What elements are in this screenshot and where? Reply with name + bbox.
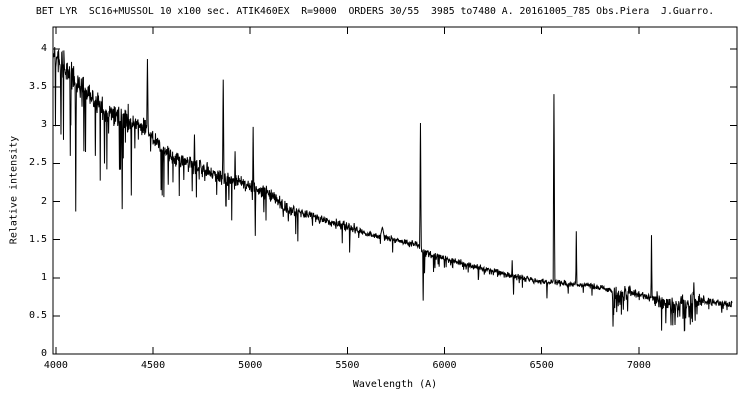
plot-title: BET LYR SC16+MUSSOL 10 x100 sec. ATIK460…: [35, 6, 715, 17]
y-tick-label: 1: [40, 271, 47, 283]
x-tick-label: 5500: [335, 360, 360, 371]
y-tick-label: 4: [40, 43, 47, 55]
y-tick-label: 0: [40, 348, 47, 359]
y-tick-label: 2: [40, 195, 47, 207]
x-tick-label: 7000: [626, 360, 651, 371]
y-tick-label: 2.5: [28, 157, 47, 169]
y-tick-label: 0.5: [28, 309, 47, 321]
x-axis-label: Wavelength (A): [352, 379, 438, 390]
x-tick-label: 5000: [238, 360, 263, 371]
y-tick-label: 3: [40, 119, 47, 131]
x-tick-label: 6500: [529, 360, 554, 371]
x-tick-label: 4000: [43, 360, 68, 371]
y-tick-label: 1.5: [28, 233, 47, 245]
x-tick-label: 4500: [141, 360, 166, 371]
y-tick-label: 3.5: [28, 81, 47, 93]
x-tick-label: 6000: [432, 360, 457, 371]
